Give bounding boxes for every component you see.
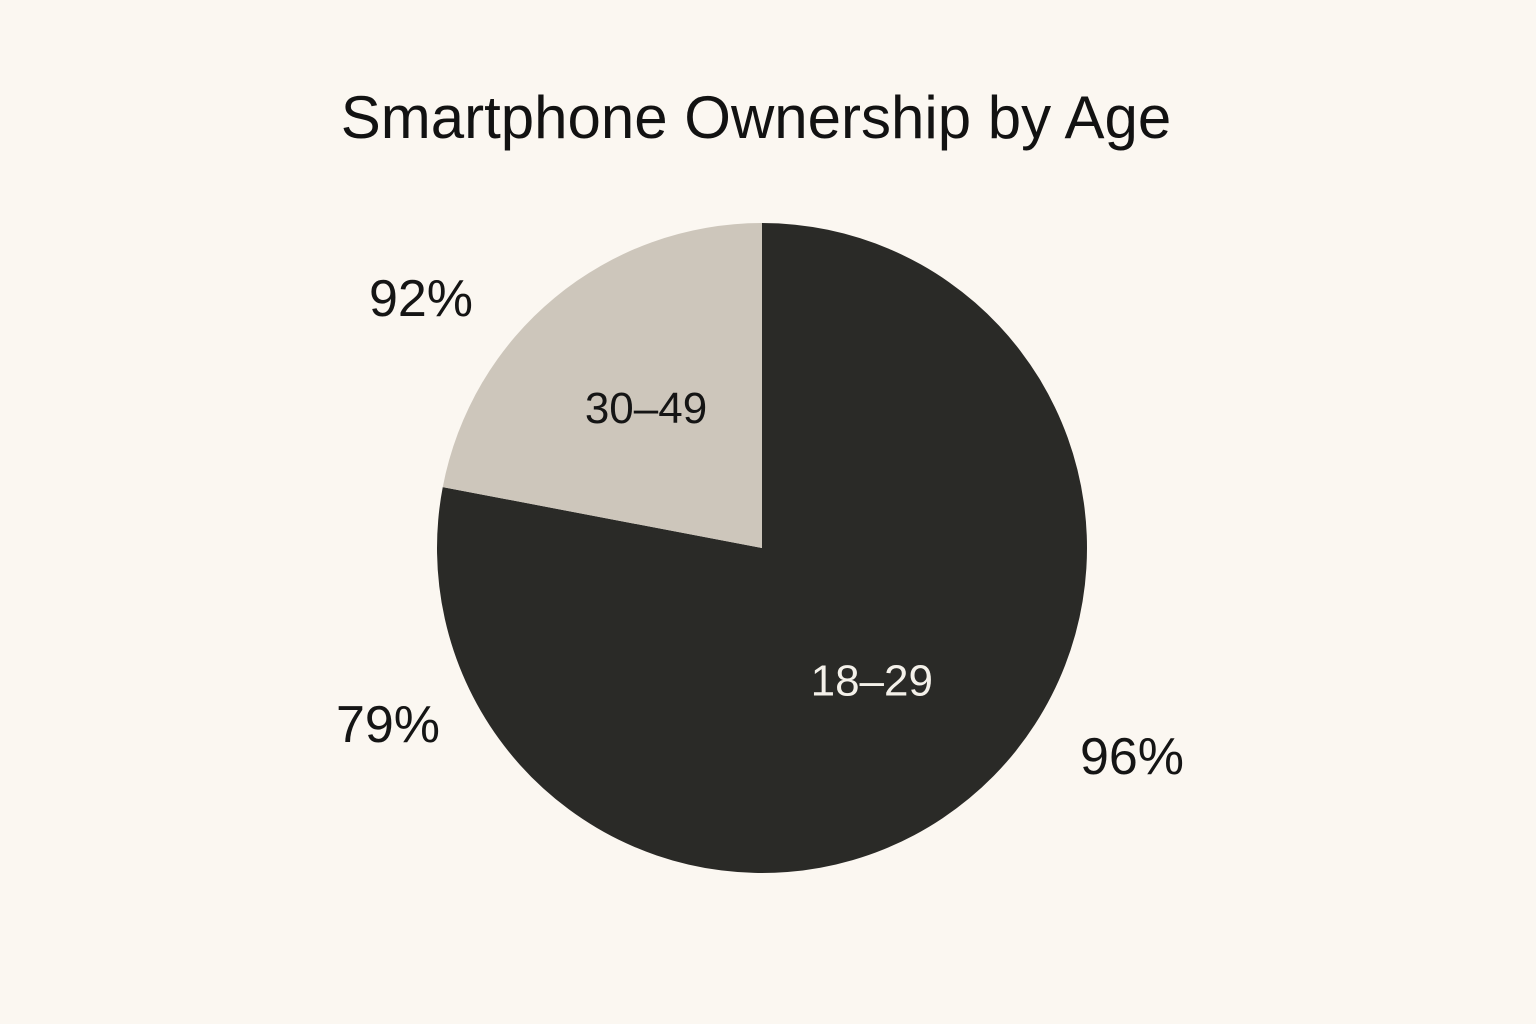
pie-slices [437, 222, 1088, 874]
chart-title: Smartphone Ownership by Age [341, 84, 1171, 151]
pie-slice-30-49 [442, 223, 762, 548]
slice-label-18-29: 18–29 [811, 657, 933, 706]
pie-slice-18-29 [437, 222, 1088, 874]
annotation-96-percent: 96% [1080, 728, 1184, 786]
slice-label-30-49: 30–49 [585, 384, 707, 433]
pie-slice-labels: 18–29 30–49 [585, 384, 933, 706]
annotation-92-percent: 92% [369, 270, 473, 328]
annotation-79-percent: 79% [336, 696, 440, 754]
